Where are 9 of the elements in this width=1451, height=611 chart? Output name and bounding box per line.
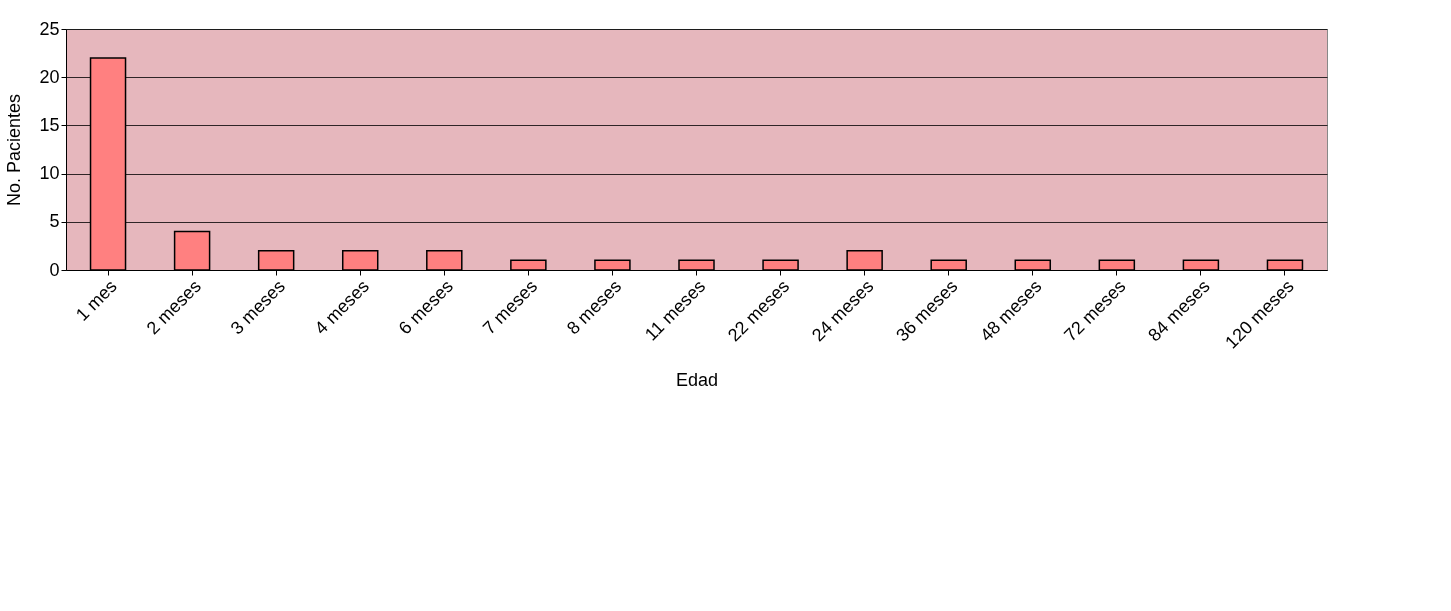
y-tick-label: 5	[49, 211, 60, 232]
y-tick-label: 0	[49, 259, 60, 280]
y-tick-label: 25	[39, 18, 60, 39]
y-axis-title: No. Pacientes	[4, 93, 25, 207]
x-tick-label: 1 mes	[71, 276, 121, 325]
y-tick-label: 10	[39, 163, 60, 184]
y-tick-label: 20	[39, 66, 60, 87]
x-axis-title: Edad	[675, 370, 719, 391]
y-tick-label: 15	[39, 114, 60, 135]
